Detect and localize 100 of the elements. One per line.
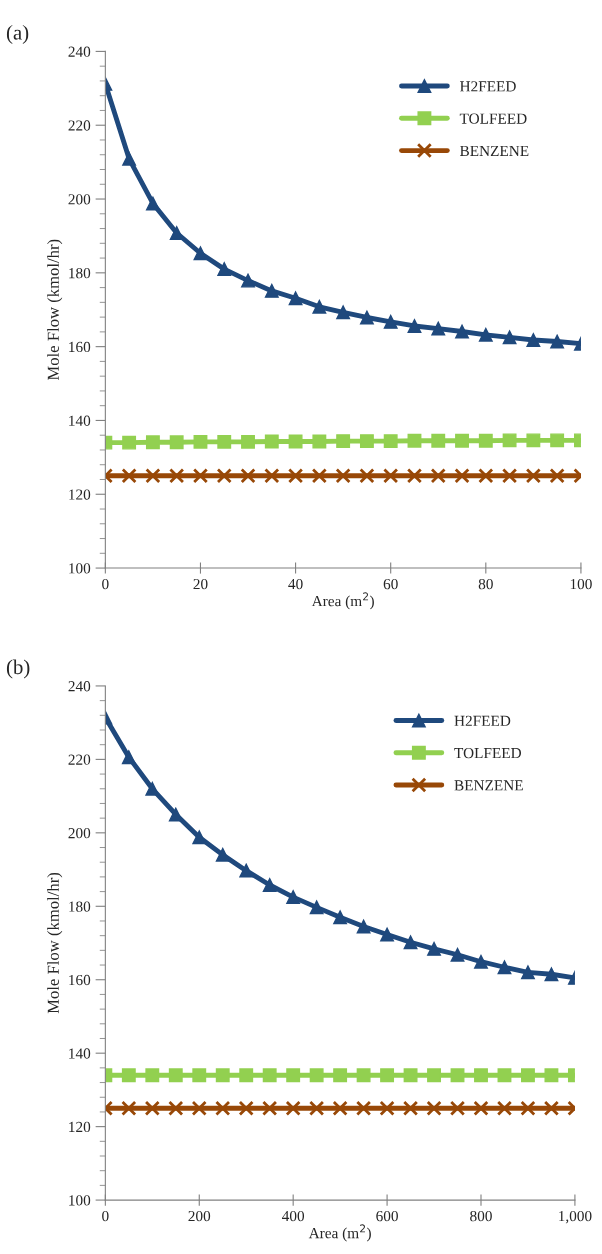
x-tick-label: 200: [188, 1210, 211, 1222]
point: [286, 890, 301, 905]
point: [544, 1068, 559, 1083]
x-axis-title: Area (m$^{2}$): [311, 592, 374, 610]
point: [121, 750, 136, 765]
point: [450, 947, 465, 962]
y-tick-label: 240: [68, 681, 91, 692]
point: [309, 900, 324, 915]
point: [193, 434, 208, 449]
x-tick-label: 800: [470, 1210, 492, 1222]
point: [121, 1068, 136, 1083]
point: [215, 847, 230, 862]
x-axis-title: Area (m$^{2}$): [308, 1224, 371, 1242]
y-tick-label: 220: [68, 120, 91, 131]
y-tick-label: 100: [69, 1195, 91, 1206]
point: [549, 468, 565, 484]
point: [333, 1068, 348, 1083]
legend-label: BENZENE: [454, 780, 523, 791]
point: [121, 1100, 137, 1116]
point: [262, 1100, 278, 1116]
point: [478, 468, 494, 484]
point: [478, 327, 493, 342]
point: [543, 1100, 560, 1116]
point: [336, 434, 351, 449]
point: [521, 965, 535, 980]
point: [473, 1100, 489, 1116]
point: [521, 1068, 535, 1083]
point: [380, 927, 395, 942]
point: [145, 435, 160, 450]
point: [544, 967, 559, 982]
point: [497, 960, 512, 975]
x-tick-label: 600: [376, 1210, 398, 1222]
point: [312, 434, 327, 449]
point: [380, 1068, 395, 1083]
point: [240, 468, 256, 484]
point: [192, 830, 207, 845]
point: [145, 1068, 160, 1083]
point: [501, 468, 518, 484]
y-tick-label: 120: [69, 489, 91, 500]
legend-label: H2FEED: [454, 715, 511, 726]
point: [497, 1068, 512, 1083]
point: [454, 468, 470, 484]
point: [238, 1100, 254, 1116]
point: [287, 468, 304, 484]
point: [427, 941, 441, 956]
y-axis-title: Mole Flow (kmol/hr): [47, 872, 63, 1014]
point: [427, 1068, 441, 1083]
y-tick-label: 180: [69, 267, 91, 279]
point: [239, 1068, 254, 1083]
point: [550, 334, 565, 349]
x-tick-label: 100: [570, 578, 592, 590]
point: [122, 435, 137, 450]
y-tick-label: 200: [68, 194, 91, 205]
point: [288, 291, 303, 306]
x-tick-label: 400: [282, 1210, 305, 1222]
legend-label: TOLFEED: [459, 113, 527, 124]
point: [403, 1068, 418, 1083]
point: [356, 1068, 371, 1083]
point: [406, 468, 423, 484]
point: [474, 954, 488, 969]
point: [215, 1068, 230, 1083]
point: [356, 919, 371, 934]
x-tick-label: 40: [288, 578, 303, 590]
point: [383, 468, 399, 484]
legend-label: TOLFEED: [454, 747, 522, 759]
point: [288, 434, 303, 449]
point: [403, 935, 418, 950]
point: [402, 1100, 419, 1116]
point: [550, 433, 565, 448]
legend-label: BENZENE: [459, 145, 529, 156]
point: [525, 468, 542, 484]
point: [145, 468, 161, 484]
point: [502, 330, 517, 345]
y-tick-label: 160: [69, 974, 91, 986]
point: [241, 273, 255, 288]
point: [169, 468, 185, 484]
point: [169, 226, 184, 240]
point: [121, 468, 137, 484]
point: [168, 1100, 184, 1116]
point: [193, 246, 208, 261]
point: [474, 1068, 488, 1083]
point: [309, 1068, 324, 1083]
point: [478, 433, 493, 448]
point: [336, 305, 351, 320]
x-tick-label: 60: [383, 578, 398, 590]
point: [407, 433, 422, 448]
point: [332, 1100, 348, 1116]
point: [217, 262, 232, 277]
point: [496, 1100, 513, 1116]
y-tick-label: 200: [68, 827, 91, 839]
point: [383, 434, 398, 449]
x-tick-label: 0: [102, 578, 109, 590]
point: [455, 324, 469, 339]
point: [426, 1100, 442, 1116]
point: [169, 435, 184, 450]
point: [430, 468, 446, 484]
point: [264, 283, 279, 298]
point: [311, 468, 327, 484]
point: [192, 1068, 207, 1083]
x-tick-label: 80: [478, 578, 493, 590]
